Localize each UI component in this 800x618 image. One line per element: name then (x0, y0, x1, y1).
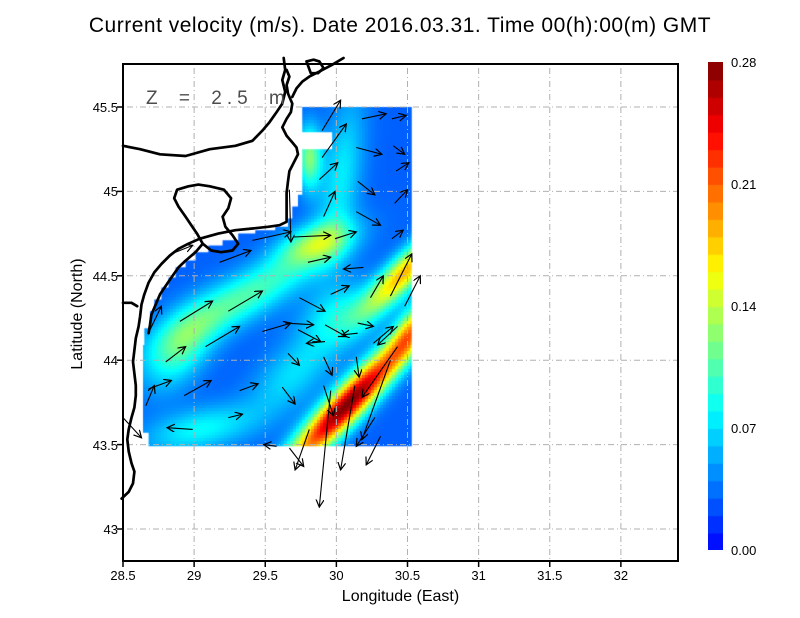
velocity-arrow (366, 435, 381, 465)
velocity-arrow (357, 180, 375, 195)
velocity-arrow (362, 346, 398, 398)
velocity-arrow (334, 232, 356, 240)
velocity-arrow (287, 353, 299, 365)
velocity-arrow (281, 386, 295, 404)
velocity-arrow (324, 324, 346, 337)
velocity-arrow (356, 146, 382, 155)
colorbar-tick-label: 0.00 (731, 543, 757, 558)
velocity-arrow (219, 251, 251, 263)
velocity-arrow (394, 190, 408, 204)
velocity-arrow (183, 381, 211, 397)
velocity-arrow (239, 384, 259, 392)
depth-annotation: Z = 2.5 m (146, 88, 290, 109)
velocity-arrow (149, 306, 161, 331)
velocity-arrow (378, 325, 398, 345)
velocity-arrow (228, 291, 262, 312)
y-tick-label: 43.5 (92, 437, 118, 453)
colorbar-tick-label: 0.14 (731, 299, 757, 314)
colorbar-tick-label: 0.07 (731, 421, 757, 436)
velocity-arrow (395, 163, 409, 172)
x-tick-label: 29.5 (252, 568, 278, 583)
velocity-arrow (307, 342, 326, 344)
velocity-arrow (264, 445, 277, 447)
x-tick-label: 28.5 (110, 568, 136, 583)
velocity-arrow (404, 276, 421, 307)
velocity-arrow (318, 163, 338, 181)
x-tick-label: 31.5 (537, 568, 563, 583)
y-tick-label: 43 (103, 522, 118, 537)
velocity-arrow (165, 347, 186, 363)
velocity-arrow (293, 235, 331, 237)
coastline-path (121, 301, 139, 308)
velocity-arrow (297, 329, 321, 342)
velocity-arrow (228, 414, 242, 417)
y-axis-label: Latitude (North) (69, 258, 86, 370)
velocity-arrow (362, 360, 391, 439)
velocity-arrow (299, 297, 325, 312)
coastline-path (147, 242, 205, 335)
velocity-arrow (179, 301, 213, 322)
y-tick-label: 45.5 (92, 100, 118, 115)
colorbar-tick-label: 0.28 (731, 55, 757, 70)
velocity-arrow (307, 257, 331, 262)
velocity-arrow (357, 323, 374, 326)
y-tick-label: 45 (103, 184, 118, 200)
axis-tick-marks (117, 106, 622, 567)
coastline-path (121, 56, 287, 158)
x-tick-label: 30 (329, 568, 344, 583)
velocity-arrow (205, 326, 240, 348)
velocity-arrow (373, 326, 393, 344)
colorbar-tick-label: 0.21 (731, 177, 757, 192)
velocity-arrow (285, 323, 313, 325)
velocity-arrow (122, 417, 142, 438)
x-axis-label: Longitude (East) (341, 588, 460, 605)
velocity-arrow (392, 145, 404, 155)
velocity-arrow (252, 232, 291, 241)
velocity-arrow (342, 333, 358, 335)
coastline-path (172, 183, 240, 254)
y-tick-label: 44 (103, 353, 118, 369)
velocity-arrow (356, 211, 380, 226)
coastline-path (120, 68, 300, 500)
x-tick-label: 29 (186, 568, 202, 583)
x-tick-label: 31 (471, 568, 486, 583)
velocity-arrow (370, 276, 384, 298)
velocity-arrow (389, 254, 411, 297)
velocity-arrow (319, 390, 332, 508)
velocity-arrow (361, 114, 386, 119)
velocity-arrow (167, 428, 193, 430)
velocity-arrow (171, 245, 192, 255)
velocity-arrow (145, 386, 155, 407)
y-tick-label: 44.5 (92, 268, 118, 284)
velocity-arrow (341, 385, 356, 470)
velocity-arrow (356, 356, 359, 377)
velocity-arrow (356, 417, 376, 447)
velocity-arrow (262, 323, 291, 333)
velocity-arrow (344, 267, 364, 269)
velocity-arrow (323, 385, 334, 416)
coastline (120, 56, 345, 500)
colorbar (708, 62, 723, 550)
velocity-arrow (323, 356, 333, 376)
gridlines (122, 64, 678, 561)
velocity-arrow (321, 100, 341, 131)
x-tick-label: 30.5 (394, 568, 421, 583)
plot-frame (122, 63, 679, 562)
velocity-arrow (288, 447, 303, 467)
velocity-arrow (289, 189, 291, 242)
x-tick-label: 32 (613, 568, 629, 583)
coastline-path (305, 58, 325, 75)
chart-title: Current velocity (m/s). Date 2016.03.31.… (88, 14, 712, 37)
velocity-arrow (391, 230, 403, 240)
velocity-arrow (323, 191, 335, 217)
current-vector-arrows (122, 100, 421, 508)
velocity-arrow (330, 286, 350, 295)
velocity-arrow (148, 381, 172, 390)
velocity-arrow (391, 115, 406, 118)
velocity-arrow (321, 124, 346, 158)
